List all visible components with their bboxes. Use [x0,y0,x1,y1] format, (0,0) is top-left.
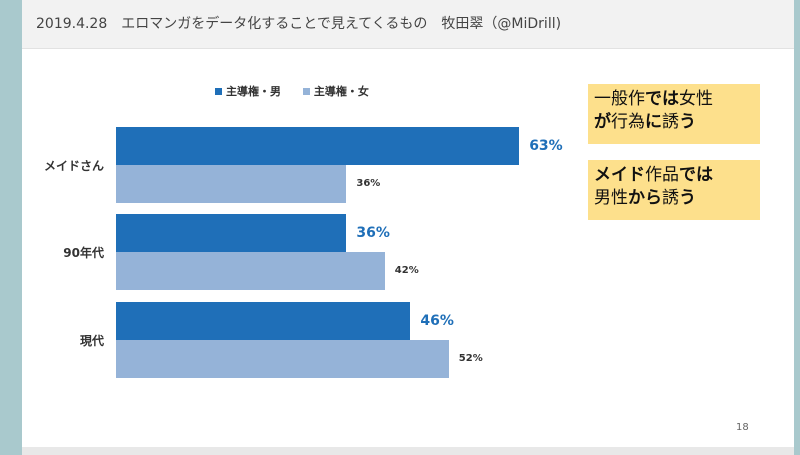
legend-label-male: 主導権・男 [226,85,281,98]
data-label-female: 52% [458,353,483,364]
header-bar: 2019.4.28 エロマンガをデータ化することで見えてくるもの 牧田翠（@Mi… [22,0,794,49]
data-label-female: 42% [394,265,419,276]
legend-item-male: 主導権・男 [215,83,281,99]
data-label-male: 36% [356,225,390,241]
callout-text: 誘 [662,188,679,208]
callout-text: う [679,112,696,132]
callout-text: 男性 [594,188,628,208]
legend-label-female: 主導権・女 [313,85,369,98]
callout-text: では [679,165,713,185]
callout-text: に [645,112,662,132]
callout-text: 一般作 [594,89,645,109]
callout-text: から [628,188,662,208]
category-label: メイドさん [43,159,104,173]
page-number: 18 [736,422,749,433]
callout-text: 女性 [679,89,713,109]
callout-general-works: 一般作では女性 が行為に誘う [588,84,760,144]
data-label-male: 63% [529,138,563,154]
callout-maid-works-line2: 男性から誘う [594,187,754,210]
legend-swatch-female [302,87,310,95]
callout-maid-works-line1: メイド作品では [594,164,754,187]
callout-text: 誘 [662,112,679,132]
callout-text: 作品 [645,165,679,185]
callout-maid-works: メイド作品では 男性から誘う [588,160,760,220]
bar-female [116,252,385,290]
callout-text: う [679,188,696,208]
bar-female [116,340,449,378]
callout-text: 行為 [611,112,645,132]
legend-swatch-male [215,87,222,95]
callout-text: が [594,112,611,132]
legend-item-female: 主導権・女 [302,83,369,99]
bar-male [116,214,347,252]
category-label: 現代 [79,334,104,348]
callout-general-works-line2: が行為に誘う [594,111,754,134]
callout-general-works-line1: 一般作では女性 [594,88,754,111]
bar-female [116,165,347,203]
data-label-male: 46% [420,313,454,329]
callout-text: メイド [594,165,645,185]
category-label: 90年代 [63,246,104,260]
bar-male [116,302,411,340]
data-label-female: 36% [356,178,381,189]
chart-legend: 主導権・男 主導権・女 [215,83,387,99]
bottom-strip [22,447,794,455]
slide: 2019.4.28 エロマンガをデータ化することで見えてくるもの 牧田翠（@Mi… [22,0,794,455]
callout-text: では [645,89,679,109]
slide-title: 2019.4.28 エロマンガをデータ化することで見えてくるもの 牧田翠（@Mi… [36,16,562,32]
bar-male [116,127,520,165]
